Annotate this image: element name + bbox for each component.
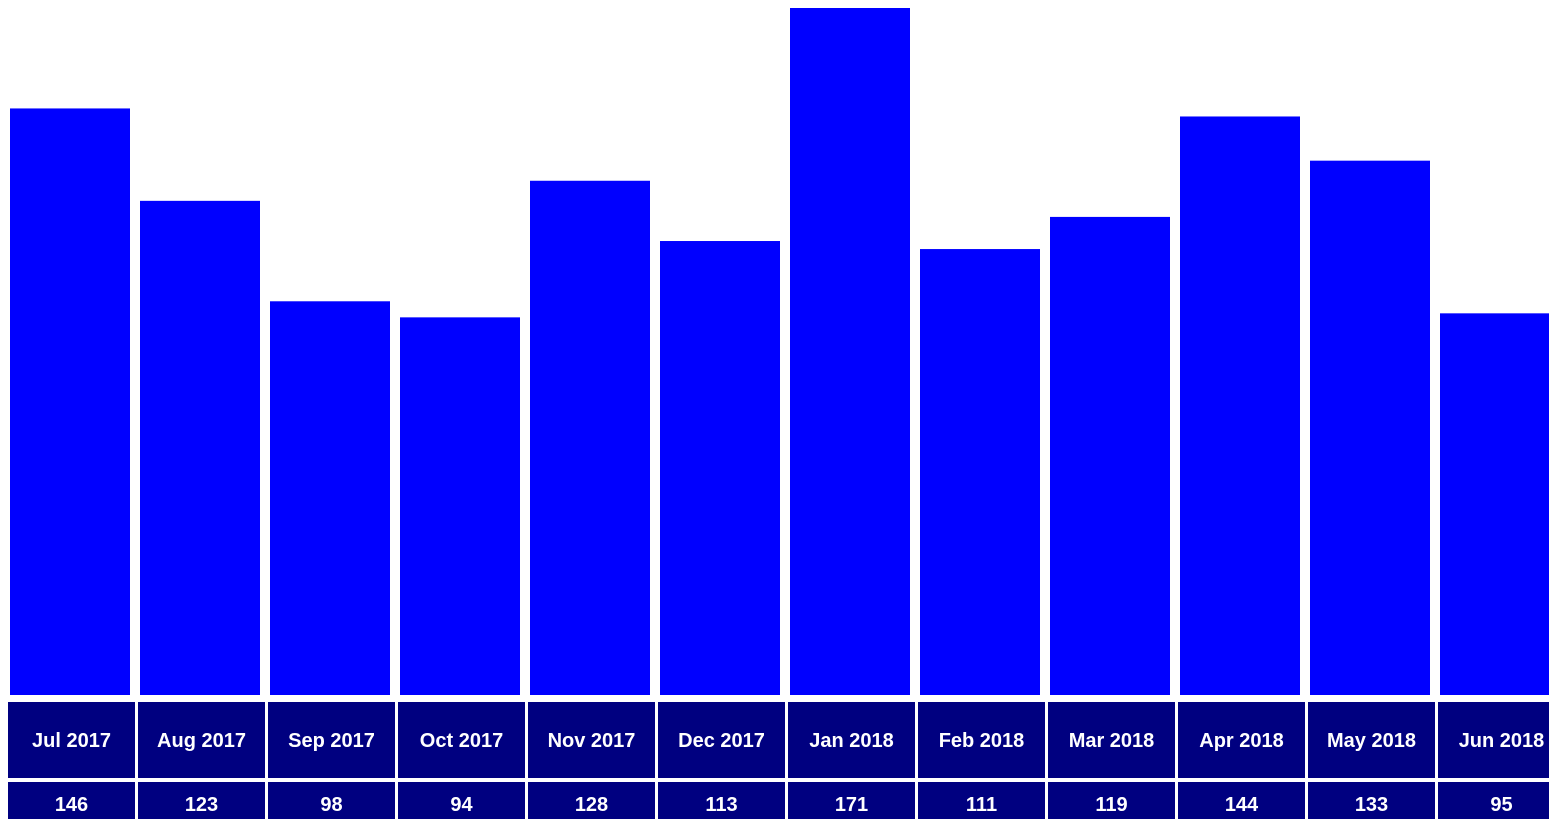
category-labels-row: Jul 2017 Aug 2017 Sep 2017 Oct 2017 Nov 2017… [8,702,1549,778]
bar-aug-2017 [140,200,260,695]
category-cell-jul-2017 [8,702,135,778]
value-cell-jun-2018 [1438,782,1549,824]
value-cell-oct-2017 [398,782,525,824]
category-label-jul-2017: Jul 2017 [32,730,111,752]
value-label-aug-2017: 123 [185,794,218,816]
value-label-jan-2018: 171 [835,794,868,816]
bars-layer [10,8,1549,696]
value-label-sep-2017: 98 [320,794,342,816]
value-labels-row: 146 123 98 94 128 113 171 111 119 144 133 95 [8,782,1549,824]
bar-nov-2017 [530,180,650,695]
category-cell-may-2018 [1308,702,1435,778]
value-label-dec-2017: 113 [705,794,737,816]
value-cell-mar-2018 [1048,782,1175,824]
value-label-jul-2017: 146 [55,794,88,816]
category-cell-aug-2017 [138,702,265,778]
category-cell-feb-2018 [918,702,1045,778]
bar-sep-2017 [270,301,390,695]
value-cell-sep-2017 [268,782,395,824]
bar-jan-2018 [790,8,910,695]
bar-jul-2017 [10,108,130,695]
value-cell-nov-2017 [528,782,655,824]
category-label-sep-2017: Sep 2017 [288,730,375,752]
value-label-nov-2017: 128 [575,794,608,816]
category-label-may-2018: May 2018 [1327,730,1416,752]
bar-oct-2017 [400,317,520,695]
value-label-feb-2018: 111 [966,794,997,816]
category-cell-apr-2018 [1178,702,1305,778]
value-cell-aug-2017 [138,782,265,824]
value-label-jun-2018: 95 [1490,794,1512,816]
category-cell-mar-2018 [1048,702,1175,778]
category-label-nov-2017: Nov 2017 [548,730,636,752]
category-cell-jan-2018 [788,702,915,778]
value-label-mar-2018: 119 [1095,794,1127,816]
bar-feb-2018 [920,249,1040,696]
category-label-aug-2017: Aug 2017 [157,730,246,752]
bar-mar-2018 [1050,216,1170,695]
value-cell-feb-2018 [918,782,1045,824]
category-label-feb-2018: Feb 2018 [939,730,1025,752]
category-cell-nov-2017 [528,702,655,778]
value-label-oct-2017: 94 [450,794,473,816]
category-label-oct-2017: Oct 2017 [420,730,503,752]
bar-dec-2017 [660,241,780,695]
category-cell-oct-2017 [398,702,525,778]
category-label-apr-2018: Apr 2018 [1199,730,1284,752]
bar-apr-2018 [1180,116,1300,695]
category-label-dec-2017: Dec 2017 [678,730,765,752]
category-cell-sep-2017 [268,702,395,778]
category-label-jan-2018: Jan 2018 [809,730,894,752]
value-label-may-2018: 133 [1355,794,1388,816]
bar-may-2018 [1310,160,1430,695]
value-cell-may-2018 [1308,782,1435,824]
value-cell-apr-2018 [1178,782,1305,824]
value-cell-jan-2018 [788,782,915,824]
category-label-mar-2018: Mar 2018 [1069,730,1155,752]
value-cell-jul-2017 [8,782,135,824]
bar-jun-2018 [1440,313,1549,695]
value-label-apr-2018: 144 [1225,794,1259,816]
category-cell-dec-2017 [658,702,785,778]
category-label-jun-2018: Jun 2018 [1459,730,1545,752]
category-cell-jun-2018 [1438,702,1549,778]
value-cell-dec-2017 [658,782,785,824]
